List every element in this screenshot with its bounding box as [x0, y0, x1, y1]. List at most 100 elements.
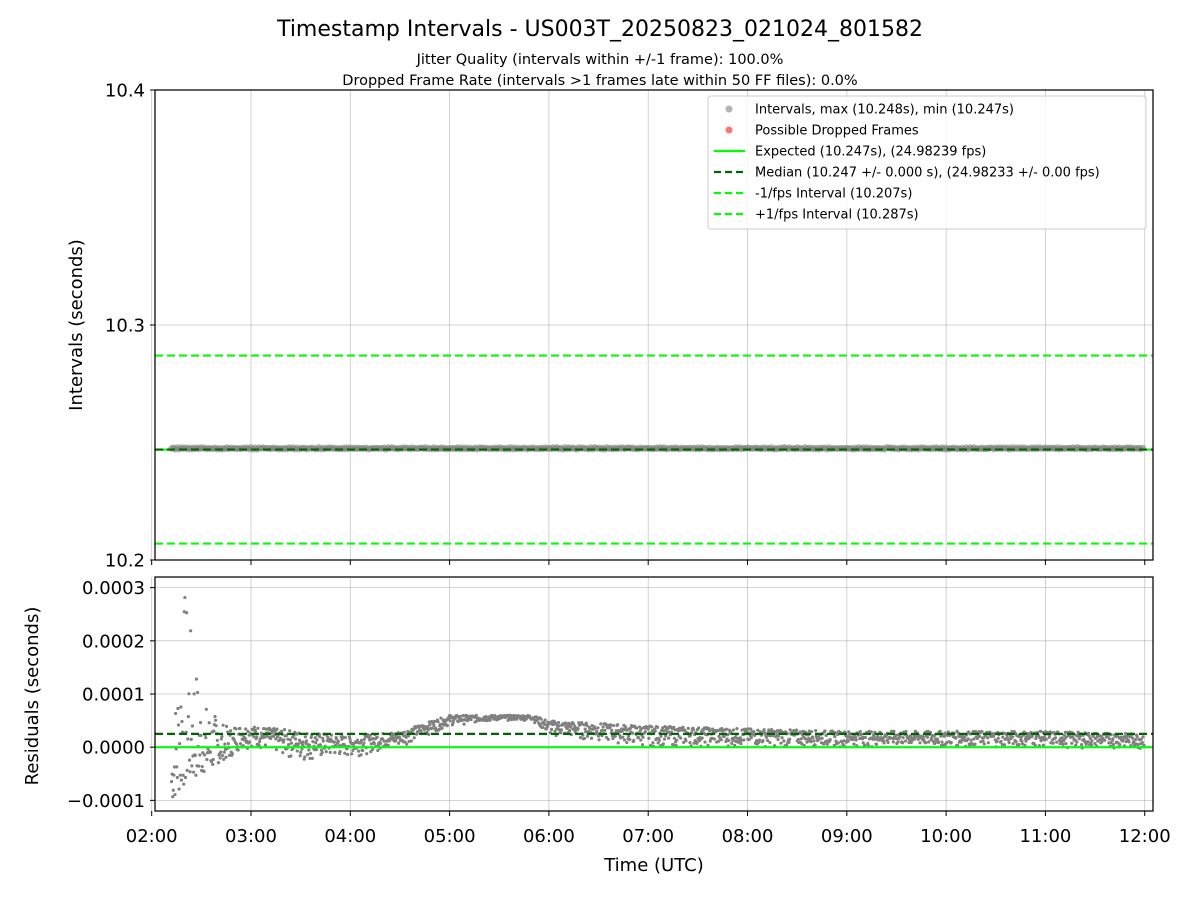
- residual-point: [886, 740, 890, 745]
- residual-point: [188, 770, 192, 774]
- residual-point: [788, 737, 792, 741]
- residual-point: [745, 727, 749, 731]
- residuals-y-ticks: −0.0001 0.0000 0.0001 0.0002 0.0003: [67, 578, 155, 812]
- residual-point: [274, 737, 278, 741]
- residual-point: [972, 737, 976, 741]
- residual-point: [869, 730, 873, 734]
- residual-point: [224, 724, 229, 728]
- residual-point: [643, 730, 647, 734]
- residual-point: [273, 729, 277, 733]
- residual-point: [357, 749, 361, 753]
- residual-point: [624, 725, 628, 729]
- x-tick-label: 07:00: [622, 826, 674, 847]
- residual-point: [614, 729, 619, 733]
- residual-point: [861, 741, 865, 745]
- residual-point: [248, 740, 252, 744]
- legend-median-label: Median (10.247 +/- 0.000 s), (24.98233 +…: [755, 166, 1100, 181]
- residual-point: [288, 729, 292, 733]
- residual-point: [557, 724, 561, 728]
- residual-point: [372, 742, 376, 746]
- residual-point: [640, 743, 645, 747]
- residual-point: [191, 770, 196, 774]
- residual-point: [300, 747, 304, 751]
- residual-point: [621, 735, 625, 739]
- residual-point: [1044, 737, 1048, 741]
- residual-point: [371, 737, 375, 741]
- residual-point: [274, 748, 278, 752]
- legend-intervals-marker: [725, 105, 733, 113]
- x-tick-label: 02:00: [126, 826, 178, 847]
- residual-point: [175, 775, 179, 780]
- residual-point: [432, 719, 437, 723]
- residual-point: [226, 742, 230, 746]
- residual-point: [197, 764, 201, 768]
- residual-point: [593, 727, 597, 731]
- residuals-y-tick-label: 0.0002: [82, 631, 145, 652]
- residual-point: [907, 738, 912, 742]
- residual-point: [460, 718, 464, 722]
- residual-point: [554, 721, 558, 726]
- residual-point: [189, 737, 193, 741]
- residual-point: [222, 757, 226, 762]
- residual-point: [657, 738, 661, 742]
- residual-point: [541, 725, 545, 730]
- residual-point: [272, 726, 276, 731]
- residual-point: [307, 743, 312, 747]
- residual-point: [851, 737, 855, 742]
- residual-point: [190, 724, 195, 728]
- residuals-y-tick-label: 0.0003: [82, 578, 145, 599]
- legend-box: [707, 95, 1147, 230]
- residual-point: [445, 723, 449, 728]
- residual-point: [956, 731, 960, 735]
- residual-point: [227, 753, 232, 757]
- residual-point: [1011, 735, 1015, 739]
- residual-point: [172, 765, 177, 769]
- residual-point: [438, 722, 442, 726]
- residual-point: [211, 757, 215, 762]
- residual-point: [175, 765, 179, 769]
- residual-point: [194, 773, 198, 777]
- residual-point: [1077, 737, 1081, 741]
- residual-point: [222, 750, 226, 754]
- residual-point: [703, 740, 707, 744]
- residuals-y-tick-label: 0.0001: [82, 685, 145, 706]
- residual-point: [907, 741, 911, 745]
- residual-point: [1136, 742, 1140, 747]
- residual-point: [695, 741, 699, 745]
- legend-intervals-label: Intervals, max (10.248s), min (10.247s): [755, 103, 1014, 118]
- residual-point: [311, 740, 315, 744]
- residual-point: [898, 734, 902, 738]
- residual-point: [1051, 741, 1055, 745]
- residual-point: [198, 720, 203, 725]
- residual-point: [666, 736, 671, 740]
- residual-point: [585, 734, 590, 738]
- residual-point: [178, 741, 182, 746]
- residual-point: [539, 717, 543, 721]
- residual-point: [246, 729, 250, 734]
- residual-point: [1039, 739, 1043, 743]
- residual-point: [189, 629, 193, 633]
- residual-point: [200, 764, 204, 769]
- residual-point: [321, 736, 325, 740]
- residual-point: [852, 742, 856, 746]
- residual-point: [675, 738, 679, 742]
- residual-point: [724, 727, 729, 731]
- residual-point: [673, 728, 677, 732]
- residual-point: [779, 741, 783, 745]
- residual-point: [361, 748, 365, 753]
- residual-point: [207, 721, 211, 725]
- residual-point: [234, 742, 239, 746]
- residual-point: [211, 762, 215, 766]
- residual-point: [735, 726, 739, 731]
- residual-point: [628, 738, 632, 742]
- residual-point: [176, 723, 181, 727]
- residual-point: [392, 736, 396, 740]
- residual-point: [369, 750, 373, 754]
- residual-point: [307, 748, 311, 752]
- residual-point: [635, 726, 639, 730]
- residual-point: [351, 748, 355, 752]
- residual-point: [1111, 737, 1115, 741]
- residual-point: [766, 738, 770, 743]
- residual-point: [892, 729, 896, 733]
- residual-point: [289, 754, 293, 758]
